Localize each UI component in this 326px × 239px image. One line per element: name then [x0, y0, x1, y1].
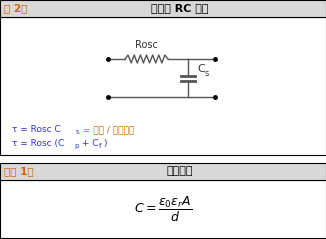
Text: $C = \dfrac{\varepsilon_0 \varepsilon_r A}{d}$: $C = \dfrac{\varepsilon_0 \varepsilon_r … — [134, 195, 192, 223]
Text: C: C — [197, 64, 205, 74]
Bar — [0, 17, 326, 155]
Text: + C: + C — [79, 139, 98, 148]
Text: Rosc: Rosc — [135, 40, 158, 50]
Text: ): ) — [103, 139, 107, 148]
Bar — [0, 163, 326, 180]
Text: 图 2：: 图 2： — [4, 4, 27, 13]
Text: 电容公式: 电容公式 — [166, 167, 193, 176]
Text: τ = Rosc (C: τ = Rosc (C — [12, 139, 64, 148]
Bar — [0, 180, 326, 238]
Text: s: s — [76, 129, 80, 135]
Text: p: p — [74, 143, 78, 149]
Text: 简单的 RC 电路: 简单的 RC 电路 — [151, 4, 208, 13]
Text: f: f — [99, 143, 101, 149]
Text: s: s — [205, 69, 209, 78]
Text: τ = Rosc C: τ = Rosc C — [12, 125, 61, 134]
Bar — [0, 0, 326, 17]
Text: 公式 1：: 公式 1： — [4, 167, 34, 176]
Text: = 充电 / 放电常数: = 充电 / 放电常数 — [80, 125, 134, 134]
